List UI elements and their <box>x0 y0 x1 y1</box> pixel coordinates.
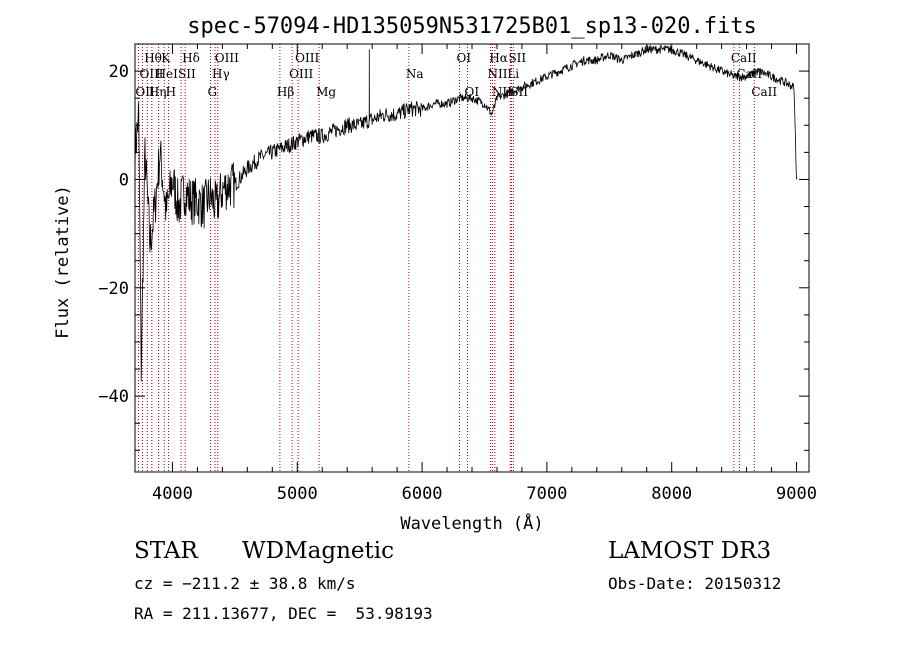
spectral-line-label: NII <box>487 67 507 81</box>
object-class: STAR <box>134 538 198 564</box>
x-tick-label: 5000 <box>277 484 318 504</box>
x-tick-label: 4000 <box>152 484 193 504</box>
spectral-line-label: OII <box>135 85 155 99</box>
spectral-line-label: OIII <box>295 51 319 65</box>
spectral-line-label: OI <box>457 51 472 65</box>
spectral-line-label: G <box>208 85 218 99</box>
spectral-line-markers: HθOIIHηOIIIHeIKHSIIHδHγGOIIIHβOIIIOIIIMg… <box>135 44 777 472</box>
x-axis-label: Wavelength (Å) <box>400 512 543 534</box>
spectral-line-label: H <box>166 85 176 99</box>
y-axis-label: Flux (relative) <box>53 185 73 339</box>
spectral-line-label: OIII <box>139 67 163 81</box>
spectral-line-label: CaII <box>751 85 777 99</box>
spectral-line-label: Hα <box>489 51 508 65</box>
spectrum-line <box>134 44 797 382</box>
y-tick-label: 20 <box>109 62 129 82</box>
y-tick-label: −40 <box>98 387 129 407</box>
spectral-line-label: Mg <box>316 85 336 99</box>
y-tick-label: 0 <box>119 170 129 190</box>
spectral-line-label: Hβ <box>277 85 294 99</box>
spectral-line-label: OIII <box>289 67 313 81</box>
observation-date: Obs-Date: 20150312 <box>608 574 782 593</box>
survey-name: LAMOST DR3 <box>608 538 772 564</box>
spectral-line-label: Hθ <box>144 51 162 65</box>
spectral-line-label: Hδ <box>182 51 200 65</box>
object-subclass: WDMagnetic <box>242 538 394 564</box>
redshift-readout: cz = −211.2 ± 38.8 km/s <box>134 574 356 593</box>
spectral-line-label: SII <box>178 67 196 81</box>
spectral-line-label: OI <box>465 85 480 99</box>
x-tick-label: 7000 <box>526 484 567 504</box>
spectral-line-label: Na <box>406 67 424 81</box>
plot-frame <box>134 43 810 473</box>
y-tick-label: −20 <box>98 279 129 299</box>
coordinates-readout: RA = 211.13677, DEC = 53.98193 <box>134 604 433 623</box>
spectral-line-label: OIII <box>215 51 239 65</box>
x-tick-label: 8000 <box>651 484 692 504</box>
axes: 4000 5000 6000 7000 8000 9000 −40 −20 0 20 <box>98 43 817 504</box>
x-tick-label: 9000 <box>776 484 817 504</box>
spectral-line-label: Hη <box>149 85 167 99</box>
spectral-line-label: K <box>161 51 171 65</box>
chart-title: spec-57094-HD135059N531725B01_sp13-020.f… <box>187 14 757 39</box>
spectral-line-label: SII <box>508 51 526 65</box>
spectrum-series <box>134 44 797 382</box>
x-tick-label: 6000 <box>402 484 443 504</box>
spectral-line-label: Hγ <box>212 67 230 81</box>
spectral-line-label: CaII <box>731 51 757 65</box>
spectral-line-label: HeI <box>156 67 179 81</box>
